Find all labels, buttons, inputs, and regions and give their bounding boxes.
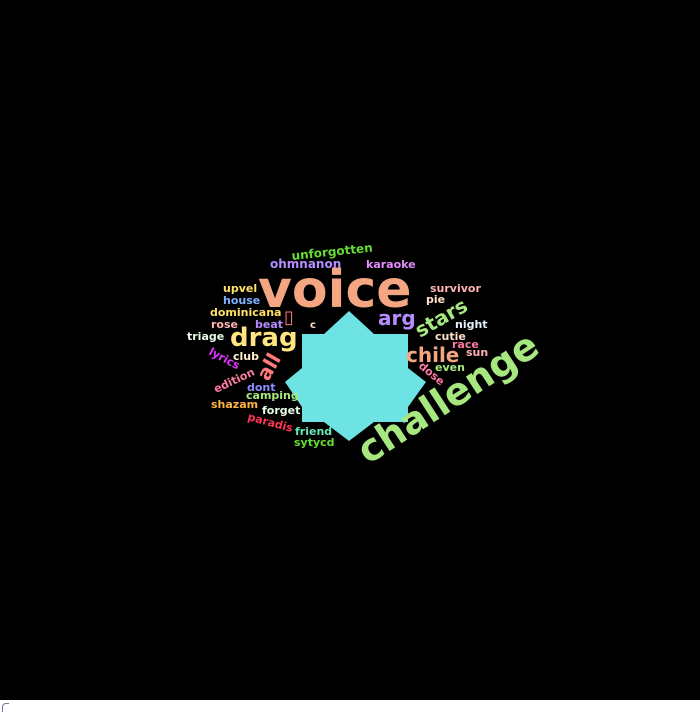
octagram-shape [285,311,426,441]
word-rose: rose [211,318,238,331]
word-race: race [452,338,479,351]
window-corner-icon [2,703,9,712]
word-box-glyph: ▯ [284,307,294,328]
word-survivor: survivor [430,282,481,295]
word-upvel: upvel [223,282,257,295]
word-chile: chile [406,343,459,367]
word-shazam: shazam [211,398,258,411]
word-camping: camping [246,389,299,402]
word-friend: friend [295,425,332,438]
word-sun: sun [466,346,488,359]
word-beat: beat [255,318,283,331]
word-club: club [233,350,259,363]
word-night: night [455,318,488,331]
word-forget: forget [262,404,300,417]
word-sytycd: sytycd [294,436,335,449]
word-voice: voice [258,260,412,320]
word-pie: pie [426,293,445,306]
word-ohmnanon: ohmnanon [270,257,341,271]
word-house: house [223,294,260,307]
word-drag: drag [230,323,298,353]
word-c: c [310,320,316,331]
word-cutie: cutie [435,330,466,343]
word-dominicana: dominicana [210,306,281,319]
word-triage: triage [187,330,224,343]
word-even: even [435,361,465,374]
word-dont: dont [247,381,276,394]
word-karaoke: karaoke [366,258,416,271]
bottom-strip [0,700,700,713]
word-arg: arg [378,306,416,330]
